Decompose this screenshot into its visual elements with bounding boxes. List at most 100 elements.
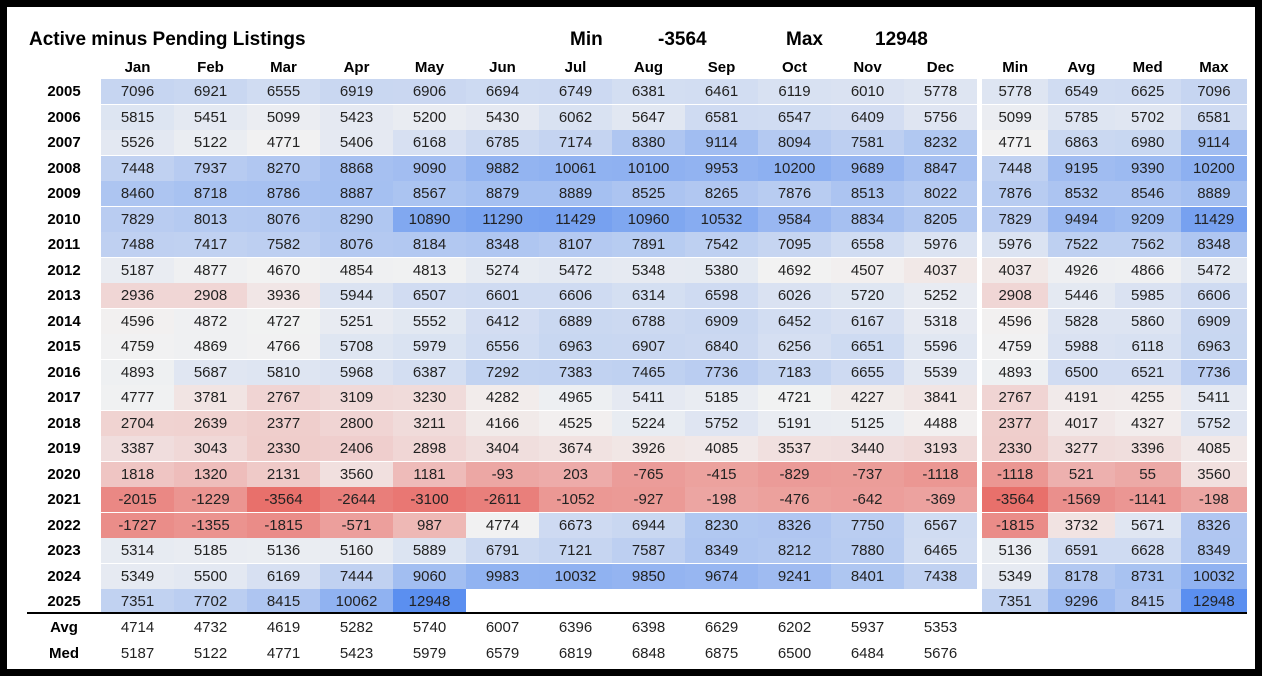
heatmap-cell: 3440: [831, 436, 904, 461]
heatmap-cell: -927: [612, 487, 685, 512]
heatmap-cell: 6921: [174, 79, 247, 104]
summary-cell: 7096: [1180, 79, 1247, 104]
heatmap-cell: 6169: [247, 563, 320, 589]
heatmap-cell: 6673: [539, 512, 612, 538]
summary-cell: 4596: [982, 308, 1049, 334]
heatmap-cell: 2767: [247, 385, 320, 410]
heatmap-cell: 7702: [174, 589, 247, 614]
heatmap-cell: 5252: [904, 283, 977, 308]
summary-cell: 6628: [1114, 538, 1181, 563]
summary-cell: 8326: [1180, 512, 1247, 538]
heatmap-cell: -476: [758, 487, 831, 512]
footer-cell: 6629: [704, 619, 739, 636]
row-label: 2005: [47, 83, 81, 100]
heatmap-cell: 9241: [758, 563, 831, 589]
heatmap-cell: 4774: [466, 512, 539, 538]
summary-cell: 3277: [1048, 436, 1115, 461]
heatmap-cell: 2898: [393, 436, 466, 461]
summary-cell: -1141: [1114, 487, 1181, 512]
heatmap-cell: 6026: [758, 283, 831, 308]
heatmap-cell: 5185: [685, 385, 758, 410]
heatmap-cell: 10532: [685, 206, 758, 232]
heatmap-cell: 9114: [685, 130, 758, 155]
heatmap-cell: 6409: [831, 104, 904, 130]
summary-cell: 6625: [1114, 79, 1181, 104]
heatmap-cell: 5125: [831, 410, 904, 436]
heatmap-cell: 4037: [904, 257, 977, 283]
heatmap-cell: 7587: [612, 538, 685, 563]
heatmap-cell: 6694: [466, 79, 539, 104]
heatmap-cell: 4488: [904, 410, 977, 436]
heatmap-cell: 4766: [247, 334, 320, 359]
summary-cell: 8178: [1048, 563, 1115, 589]
heatmap-cell: 4854: [320, 257, 393, 283]
heatmap-cell: 6452: [758, 308, 831, 334]
heatmap-cell: 2704: [101, 410, 174, 436]
summary-cell: 4255: [1114, 385, 1181, 410]
heatmap-cell: -93: [466, 461, 539, 487]
heatmap-cell: 7465: [612, 359, 685, 385]
heatmap-cell: 7891: [612, 232, 685, 257]
heatmap-cell: 6547: [758, 104, 831, 130]
summary-cell: 6980: [1114, 130, 1181, 155]
footer-cell: 4714: [120, 619, 155, 636]
summary-cell: 7829: [982, 206, 1049, 232]
row-label: 2014: [47, 312, 81, 330]
summary-cell: 5349: [982, 563, 1049, 589]
heatmap-cell: -1815: [247, 512, 320, 538]
heatmap-cell: 4777: [101, 385, 174, 410]
heatmap-cell: 9953: [685, 155, 758, 181]
heatmap-cell: 6167: [831, 308, 904, 334]
row-label: 2016: [47, 363, 81, 381]
footer-cell: 4619: [266, 619, 301, 636]
heatmap-cell: 8022: [904, 181, 977, 206]
summary-cell: 6963: [1180, 334, 1247, 359]
heatmap-cell: 3560: [320, 461, 393, 487]
heatmap-cell: 5348: [612, 257, 685, 283]
footer-cell: 6396: [558, 619, 593, 636]
heatmap-cell: 8212: [758, 538, 831, 563]
heatmap-cell: 6601: [466, 283, 539, 308]
heatmap-cell: 8847: [904, 155, 977, 181]
summary-cell: 5828: [1048, 308, 1115, 334]
heatmap-cell: 5647: [612, 104, 685, 130]
heatmap-cell: 10200: [758, 155, 831, 181]
heatmap-cell: 5251: [320, 308, 393, 334]
footer-cell: 6202: [777, 619, 812, 636]
heatmap-cell: 10890: [393, 206, 466, 232]
footer-cell: 5187: [120, 644, 155, 662]
heatmap-cell: 5976: [904, 232, 977, 257]
footer-cell: 5979: [412, 644, 447, 662]
heatmap-cell: 6558: [831, 232, 904, 257]
column-header: Jan: [124, 59, 151, 76]
heatmap-cell: 5944: [320, 283, 393, 308]
summary-cell: 9209: [1114, 206, 1181, 232]
heatmap-cell: -3100: [393, 487, 466, 512]
heatmap-cell: 5349: [101, 563, 174, 589]
heatmap-cell: 2377: [247, 410, 320, 436]
heatmap-cell: 7351: [101, 589, 174, 614]
summary-cell: 7522: [1048, 232, 1115, 257]
heatmap-cell: 5380: [685, 257, 758, 283]
row-label: 2007: [47, 134, 81, 151]
heatmap-cell: 5889: [393, 538, 466, 563]
heatmap-cell: 6944: [612, 512, 685, 538]
heatmap-cell: 7750: [831, 512, 904, 538]
summary-cell: 6118: [1114, 334, 1181, 359]
heatmap-cell: 8718: [174, 181, 247, 206]
heatmap-cell: 8232: [904, 130, 977, 155]
heatmap-cell: 8094: [758, 130, 831, 155]
heatmap-cell: 6412: [466, 308, 539, 334]
heatmap-cell: 4596: [101, 308, 174, 334]
row-label: 2015: [47, 338, 81, 355]
heatmap-cell: 10061: [539, 155, 612, 181]
heatmap-cell: 5099: [247, 104, 320, 130]
summary-cell: 5752: [1180, 410, 1247, 436]
heatmap-cell: 3674: [539, 436, 612, 461]
heatmap-cell: 6785: [466, 130, 539, 155]
heatmap-cell: 6598: [685, 283, 758, 308]
heatmap-cell: 3230: [393, 385, 466, 410]
heatmap-cell: -765: [612, 461, 685, 487]
summary-cell: 4759: [982, 334, 1049, 359]
